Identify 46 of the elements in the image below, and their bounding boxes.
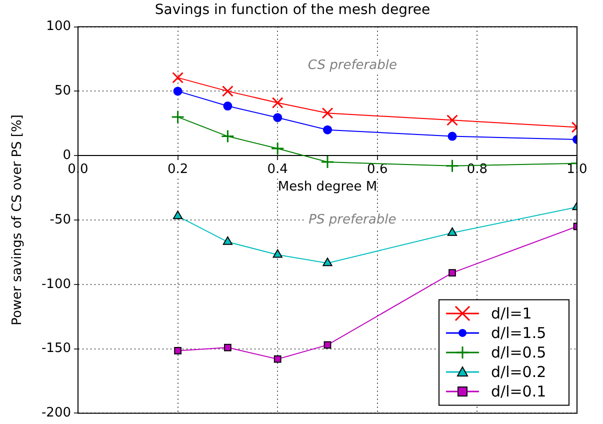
x-axis-title: Mesh degree M [278, 179, 378, 194]
y-tick-label: 50 [54, 84, 71, 99]
annotation: PS preferable [308, 212, 396, 228]
point [447, 227, 458, 236]
x-tick-label: 0.8 [466, 162, 488, 177]
point [324, 341, 332, 349]
legend-label: d/l=1.5 [491, 324, 546, 342]
point [222, 236, 233, 245]
point [220, 130, 234, 144]
annotation: CS preferable [308, 58, 397, 73]
point [174, 347, 182, 354]
x-tick-label: 0.6 [367, 162, 388, 177]
y-tick-label: -150 [41, 341, 71, 356]
point [172, 72, 184, 84]
point [270, 142, 284, 156]
chart-title: Savings in function of the mesh degree [154, 2, 430, 18]
point [171, 110, 185, 124]
point [446, 114, 458, 126]
point [322, 107, 334, 119]
x-tick-label: 0.2 [167, 162, 188, 177]
y-tick-label: -200 [41, 406, 71, 421]
point [446, 159, 459, 173]
point [323, 125, 332, 134]
legend-label: d/l=0.2 [491, 362, 546, 381]
point [448, 269, 456, 276]
y-tick-label: -50 [50, 212, 71, 228]
x-tick-label: 0.4 [267, 162, 288, 177]
point [223, 102, 232, 111]
point [272, 97, 284, 108]
point [173, 86, 182, 96]
y-tick-label: 0 [62, 148, 71, 163]
point [322, 258, 332, 266]
y-tick-label: -100 [41, 276, 71, 292]
y-axis-title: Power savings of CS over PS [%] [10, 114, 26, 326]
legend-label: d/l=0.1 [491, 382, 546, 400]
legend-label: d/l=1 [491, 304, 532, 322]
point [224, 344, 232, 352]
point [448, 132, 457, 141]
point [272, 249, 282, 258]
point [172, 210, 183, 220]
legend-label: d/l=0.5 [491, 343, 546, 362]
point [274, 355, 282, 363]
point [222, 86, 234, 97]
point [273, 113, 282, 122]
point [320, 155, 334, 169]
y-tick-label: 100 [46, 19, 71, 34]
